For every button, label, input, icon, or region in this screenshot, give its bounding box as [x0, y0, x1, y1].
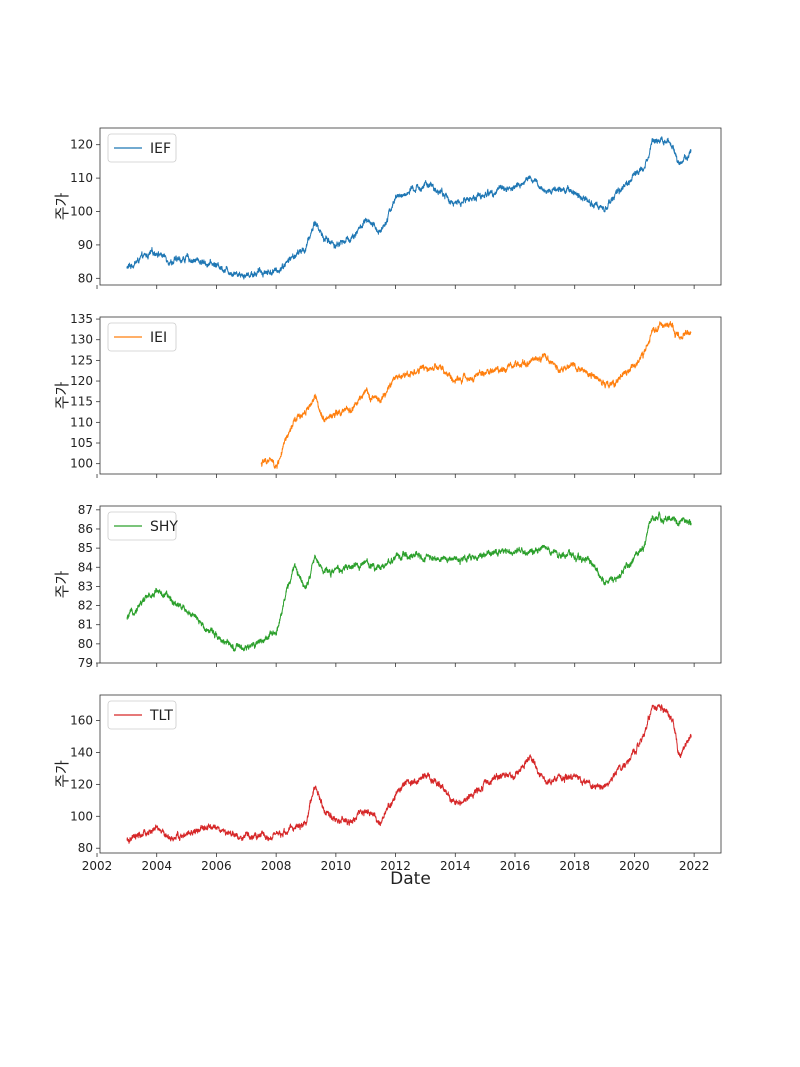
x-tick-label: 2004 [141, 859, 172, 873]
y-tick-label: 135 [70, 312, 93, 326]
x-tick-label: 2010 [321, 859, 352, 873]
legend: SHY [107, 511, 178, 541]
axes-frame [99, 694, 722, 854]
legend: IEI [107, 322, 177, 352]
y-tick-label: 100 [70, 809, 93, 823]
y-tick-label: 80 [78, 841, 93, 855]
y-tick-label: 105 [70, 436, 93, 450]
y-tick-label: 82 [78, 599, 93, 613]
y-tick-label: 160 [70, 714, 93, 728]
x-tick-label: 2008 [261, 859, 292, 873]
x-tick-label: 2016 [500, 859, 531, 873]
legend: IEF [107, 133, 177, 163]
axes-frame [99, 505, 722, 664]
series-line-ief [126, 136, 692, 280]
y-tick-label: 120 [70, 374, 93, 388]
axes-frame [99, 127, 722, 286]
axes-frame [99, 316, 722, 475]
x-axis-label: Date [390, 869, 431, 889]
x-tick-label: 2022 [679, 859, 710, 873]
y-tick-label: 130 [70, 333, 93, 347]
legend: TLT [107, 700, 177, 730]
x-tick-label: 2006 [201, 859, 232, 873]
subplot-ief: 80 90 100 110 120 주가 IEF [53, 127, 722, 289]
y-tick-label: 100 [70, 457, 93, 471]
y-tick-label: 86 [78, 522, 93, 536]
legend-label: IEI [150, 330, 167, 346]
y-tick-label: 79 [78, 656, 93, 670]
subplot-shy: 79 80 81 82 83 84 85 86 87 주가 SHY [53, 503, 722, 670]
x-tick-label: 2002 [82, 859, 113, 873]
y-tick-label: 81 [78, 618, 93, 632]
series-line-tlt [126, 703, 692, 844]
y-tick-label: 80 [78, 637, 93, 651]
y-tick-label: 87 [78, 503, 93, 517]
series-line-iei [260, 320, 692, 469]
legend-label: IEF [150, 141, 171, 157]
y-tick-label: 84 [78, 560, 93, 574]
legend-label: SHY [150, 519, 178, 535]
x-tick-label: 2020 [619, 859, 650, 873]
y-tick-label: 120 [70, 138, 93, 152]
series-line-shy [126, 511, 692, 652]
y-tick-label: 115 [70, 395, 93, 409]
subplot-tlt: 2002 2004 2006 2008 2010 2012 2014 2016 2018 2020… [53, 694, 722, 889]
x-tick-label: 2012 [380, 859, 411, 873]
y-tick-label: 110 [70, 171, 93, 185]
legend-label: TLT [149, 708, 173, 724]
y-tick-label: 83 [78, 579, 93, 593]
y-axis-label: 주가 [53, 760, 71, 788]
x-tick-label: 2018 [559, 859, 590, 873]
y-axis-label: 주가 [53, 193, 71, 221]
y-tick-label: 125 [70, 353, 93, 367]
y-tick-label: 85 [78, 541, 93, 555]
y-tick-label: 140 [70, 745, 93, 759]
x-tick-label: 2014 [440, 859, 471, 873]
subplot-iei: 100 105 110 115 120 125 130 135 주가 IEI [53, 312, 722, 478]
y-axis-label: 주가 [53, 571, 71, 599]
y-tick-label: 110 [70, 415, 93, 429]
y-axis-label: 주가 [53, 382, 71, 410]
y-tick-label: 100 [70, 205, 93, 219]
y-tick-label: 120 [70, 777, 93, 791]
y-tick-label: 90 [78, 238, 93, 252]
y-tick-label: 80 [78, 271, 93, 285]
